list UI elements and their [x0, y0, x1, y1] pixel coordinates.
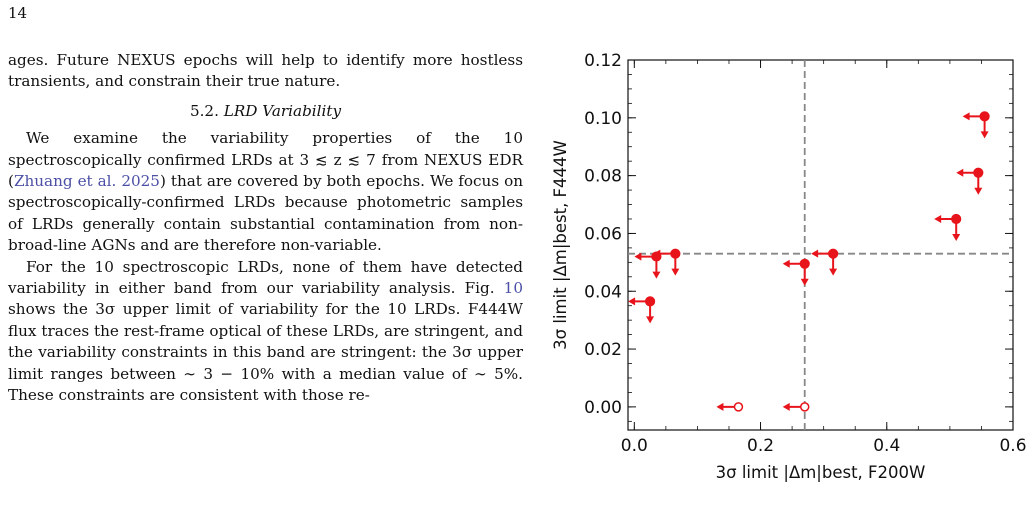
y-tick-label: 0.00 — [584, 398, 622, 418]
arrowhead-down — [671, 268, 680, 276]
data-point — [670, 248, 681, 259]
x-tick-label: 0.4 — [873, 436, 900, 456]
arrowhead-down — [980, 131, 989, 139]
arrowhead-down — [646, 316, 655, 324]
y-tick-label: 0.10 — [584, 109, 622, 129]
arrowhead-left — [956, 168, 964, 177]
data-point — [979, 111, 990, 122]
paragraph-continuation: ages. Future NEXUS epochs will help to i… — [8, 51, 523, 91]
arrowhead-left — [934, 214, 942, 223]
page-number: 14 — [8, 4, 28, 22]
y-tick-label: 0.04 — [584, 282, 622, 302]
data-point — [951, 213, 962, 225]
paragraph-lrd-results: For the 10 spectroscopic LRDs, none of t… — [8, 257, 523, 407]
arrowhead-left — [628, 297, 636, 306]
section-title: LRD Variability — [223, 101, 342, 120]
x-tick-label: 0.6 — [999, 436, 1026, 456]
paragraph-text: ) that are covered by both epochs. We fo… — [8, 172, 523, 255]
y-axis-label: 3σ limit |Δm|best, F444W — [551, 140, 570, 350]
figure-reference-link[interactable]: 10 — [503, 279, 523, 298]
x-tick-label: 0.0 — [621, 436, 648, 456]
data-point-open — [799, 402, 810, 412]
arrowhead-left — [716, 402, 724, 411]
arrowhead-left — [782, 259, 790, 268]
paragraph-lrd-sample: We examine the variability properties of… — [8, 128, 523, 256]
body-text-column: ages. Future NEXUS epochs will help to i… — [8, 50, 523, 407]
paragraph-text: We examine the variability properties of… — [8, 129, 523, 191]
section-heading: 5.2. LRD Variability — [8, 101, 523, 122]
x-axis-label: 3σ limit |Δm|best, F200W — [716, 463, 926, 482]
arrowhead-down — [952, 233, 961, 241]
x-tick-label: 0.2 — [747, 436, 774, 456]
arrowhead-left — [962, 112, 970, 121]
data-point — [799, 258, 810, 269]
plot-frame — [627, 59, 1014, 431]
arrowhead-left — [634, 252, 642, 261]
paragraph-text: shows the 3σ upper limit of variability … — [8, 300, 523, 405]
y-tick-label: 0.06 — [584, 224, 622, 244]
arrowhead-down — [800, 278, 809, 286]
scatter-chart: 0.0 0.2 0.4 0.6 0.00 0.02 0.04 0.06 0.08 0.10 0.12… — [551, 51, 1027, 482]
arrowhead-down — [829, 268, 838, 276]
y-tick-label: 0.08 — [584, 167, 622, 187]
arrowhead-down — [974, 187, 983, 195]
citation-link[interactable]: Zhuang et al. 2025 — [13, 172, 160, 191]
arrowhead-down — [652, 271, 661, 279]
variability-figure: 0.0 0.2 0.4 0.6 0.00 0.02 0.04 0.06 0.08 0.10 0.12… — [540, 0, 1032, 514]
data-point-open — [733, 402, 744, 412]
data-point — [828, 248, 839, 259]
paragraph-text: For the 10 spectroscopic LRDs, none of t… — [8, 257, 523, 298]
data-point — [651, 251, 662, 262]
section-number: 5.2. — [189, 101, 219, 120]
y-tick-label: 0.12 — [584, 51, 622, 71]
data-point — [973, 167, 984, 178]
y-tick-label: 0.02 — [584, 340, 622, 360]
arrowhead-left — [811, 249, 819, 258]
arrowhead-left — [782, 402, 790, 411]
data-point — [644, 296, 656, 307]
